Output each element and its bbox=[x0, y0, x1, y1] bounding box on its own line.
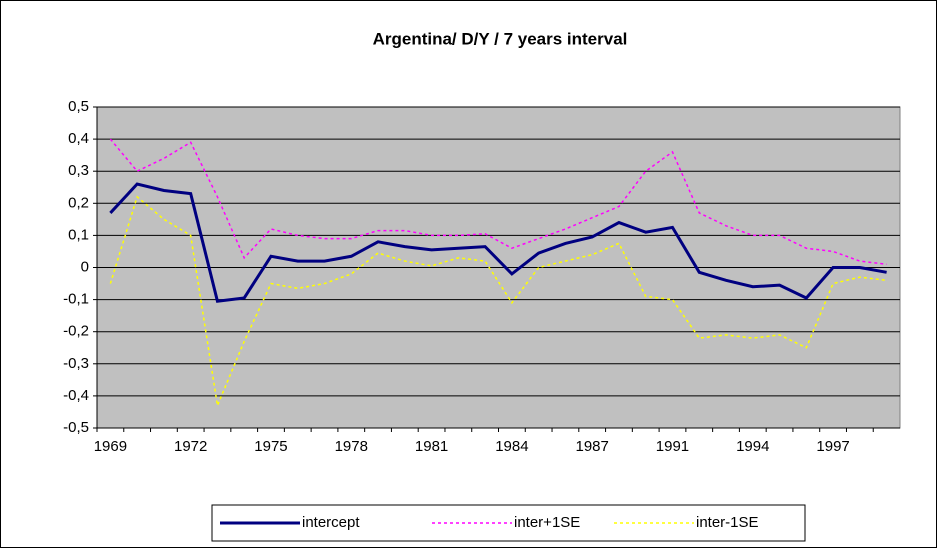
y-tick-label: 0,1 bbox=[68, 226, 89, 243]
x-tick-label: 1975 bbox=[254, 438, 287, 455]
y-tick-label: -0,4 bbox=[63, 387, 89, 404]
series-line bbox=[109, 195, 887, 409]
y-tick-label: -0,1 bbox=[63, 291, 89, 308]
y-tick-label: 0,5 bbox=[68, 98, 89, 115]
x-tick-label: 1969 bbox=[94, 438, 127, 455]
x-tick-label: 1997 bbox=[816, 438, 849, 455]
x-tick-label: 1972 bbox=[174, 438, 207, 455]
chart-title: Argentina/ D/Y / 7 years interval bbox=[373, 29, 628, 48]
legend-label: inter+1SE bbox=[514, 514, 580, 531]
y-tick-label: 0,4 bbox=[68, 130, 89, 147]
y-tick-label: 0,2 bbox=[68, 194, 89, 211]
x-tick-label: 1994 bbox=[736, 438, 769, 455]
x-tick-label: 1987 bbox=[575, 438, 608, 455]
y-tick-label: -0,2 bbox=[63, 323, 89, 340]
y-tick-label: -0,5 bbox=[63, 419, 89, 436]
x-tick-label: 1981 bbox=[415, 438, 448, 455]
series-line bbox=[109, 138, 887, 266]
x-tick-label: 1991 bbox=[656, 438, 689, 455]
legend-label: intercept bbox=[302, 514, 360, 531]
x-tick-label: 1978 bbox=[335, 438, 368, 455]
y-tick-label: 0,3 bbox=[68, 162, 89, 179]
legend-box bbox=[211, 504, 806, 542]
legend-label: inter-1SE bbox=[696, 514, 759, 531]
y-tick-label: -0,3 bbox=[63, 355, 89, 372]
y-tick-label: 0 bbox=[81, 258, 89, 275]
x-tick-label: 1984 bbox=[495, 438, 528, 455]
series-line bbox=[109, 182, 887, 303]
